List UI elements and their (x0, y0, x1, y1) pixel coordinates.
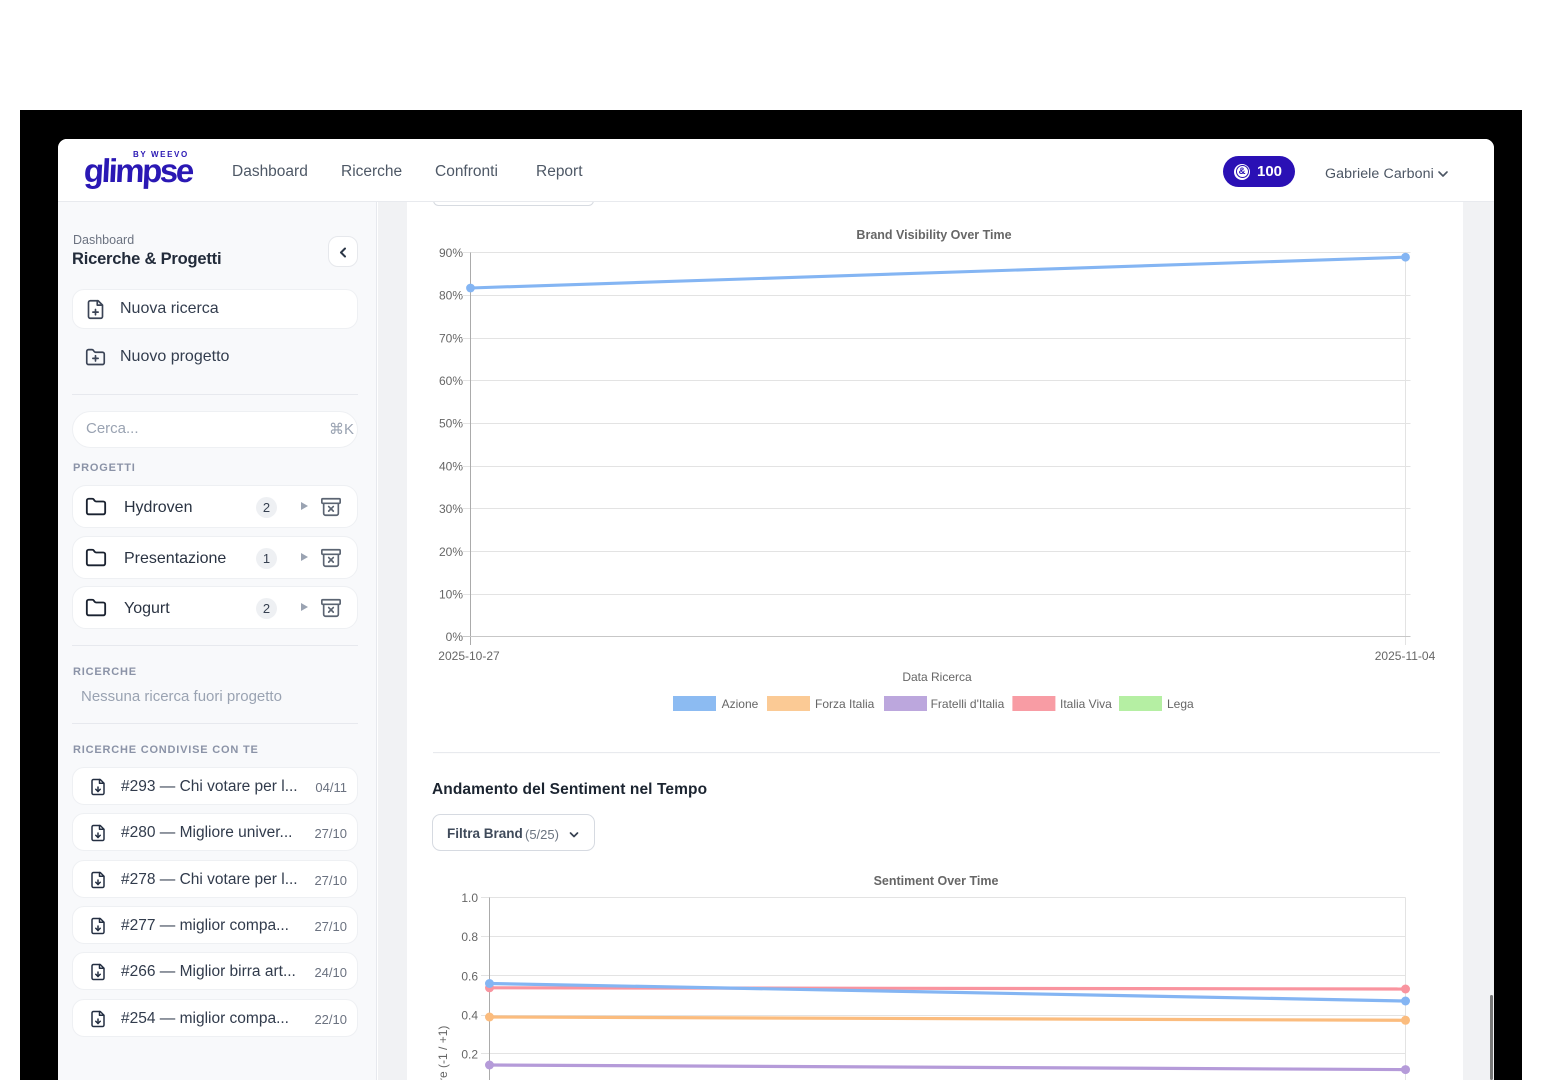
svg-text:50%: 50% (439, 417, 463, 431)
svg-text:20%: 20% (439, 545, 463, 559)
svg-text:Forza Italia: Forza Italia (815, 697, 875, 711)
svg-text:0.2: 0.2 (461, 1048, 478, 1062)
svg-text:0.6: 0.6 (461, 969, 478, 983)
svg-text:0.4: 0.4 (461, 1009, 478, 1023)
svg-text:Lega: Lega (1167, 697, 1194, 711)
svg-text:70%: 70% (439, 331, 463, 345)
svg-text:30%: 30% (439, 502, 463, 516)
svg-text:0.8: 0.8 (461, 930, 478, 944)
svg-text:Sentiment Score (-1 / +1): Sentiment Score (-1 / +1) (436, 1026, 450, 1080)
svg-text:90%: 90% (439, 246, 463, 260)
svg-text:10%: 10% (439, 588, 463, 602)
svg-text:2025-11-04: 2025-11-04 (1375, 649, 1436, 663)
svg-text:Sentiment Over Time: Sentiment Over Time (874, 874, 999, 888)
svg-text:80%: 80% (439, 289, 463, 303)
svg-text:1.0: 1.0 (461, 891, 478, 905)
svg-text:Fratelli d'Italia: Fratelli d'Italia (931, 697, 1005, 711)
svg-text:40%: 40% (439, 459, 463, 473)
svg-text:Italia Viva: Italia Viva (1060, 697, 1112, 711)
svg-text:0%: 0% (446, 630, 464, 644)
svg-text:60%: 60% (439, 374, 463, 388)
svg-text:Azione: Azione (722, 697, 759, 711)
svg-text:2025-10-27: 2025-10-27 (438, 649, 500, 663)
svg-text:Brand Visibility Over Time: Brand Visibility Over Time (856, 228, 1011, 242)
svg-text:Data Ricerca: Data Ricerca (902, 670, 972, 684)
